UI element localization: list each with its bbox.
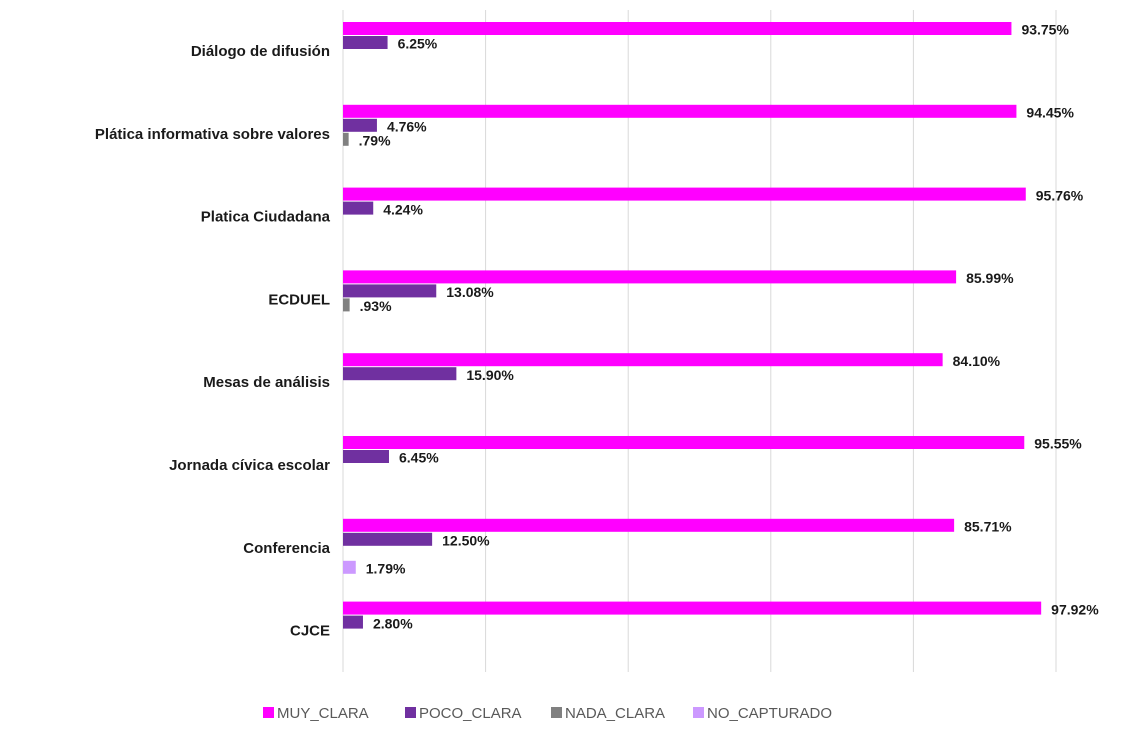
bar <box>343 518 955 532</box>
data-label: 6.45% <box>399 450 439 466</box>
bar <box>343 270 957 284</box>
bar <box>343 201 374 215</box>
data-label: .93% <box>360 298 392 314</box>
bar <box>343 118 377 132</box>
bar <box>343 22 1012 35</box>
bar <box>343 353 943 367</box>
bar <box>343 450 389 463</box>
data-label: 4.76% <box>387 119 427 135</box>
bar <box>343 132 349 146</box>
category-label: Diálogo de difusión <box>191 43 330 60</box>
data-label: 1.79% <box>366 561 406 577</box>
bar <box>343 601 1042 615</box>
data-label: 85.71% <box>964 519 1012 535</box>
bar <box>343 367 457 381</box>
category-label: Conferencia <box>243 540 330 557</box>
legend-swatch <box>693 707 704 718</box>
bar <box>343 104 1017 118</box>
legend-label: MUY_CLARA <box>277 705 369 722</box>
bar <box>343 36 388 49</box>
data-label: 95.55% <box>1034 436 1082 452</box>
bar <box>343 187 1026 201</box>
data-label: 2.80% <box>373 615 413 631</box>
legend-label: POCO_CLARA <box>419 705 522 722</box>
data-label: .79% <box>359 133 391 149</box>
legend-label: NADA_CLARA <box>565 705 665 722</box>
category-label: Platica Ciudadana <box>201 209 331 226</box>
data-label: 85.99% <box>966 270 1014 286</box>
data-label: 13.08% <box>446 284 494 300</box>
data-label: 97.92% <box>1051 601 1099 617</box>
data-label: 84.10% <box>953 353 1001 369</box>
category-label: ECDUEL <box>268 291 330 308</box>
bar <box>343 560 356 574</box>
legend-label: NO_CAPTURADO <box>707 705 832 722</box>
data-label: 15.90% <box>466 367 514 383</box>
category-label: Plática informativa sobre valores <box>95 126 330 143</box>
category-label: CJCE <box>290 623 330 640</box>
bar <box>343 532 433 546</box>
data-label: 95.76% <box>1036 187 1084 203</box>
bar <box>343 615 363 629</box>
legend-swatch <box>263 707 274 718</box>
bar <box>343 284 437 298</box>
bar <box>343 436 1025 449</box>
data-label: 12.50% <box>442 533 490 549</box>
legend-swatch <box>551 707 562 718</box>
legend-swatch <box>405 707 416 718</box>
data-label: 93.75% <box>1021 22 1069 38</box>
data-label: 94.45% <box>1026 105 1074 121</box>
category-label: Mesas de análisis <box>203 374 330 391</box>
category-label: Jornada cívica escolar <box>169 457 330 474</box>
bar <box>343 298 350 312</box>
data-label: 4.24% <box>383 201 423 217</box>
data-label: 6.25% <box>398 36 438 52</box>
